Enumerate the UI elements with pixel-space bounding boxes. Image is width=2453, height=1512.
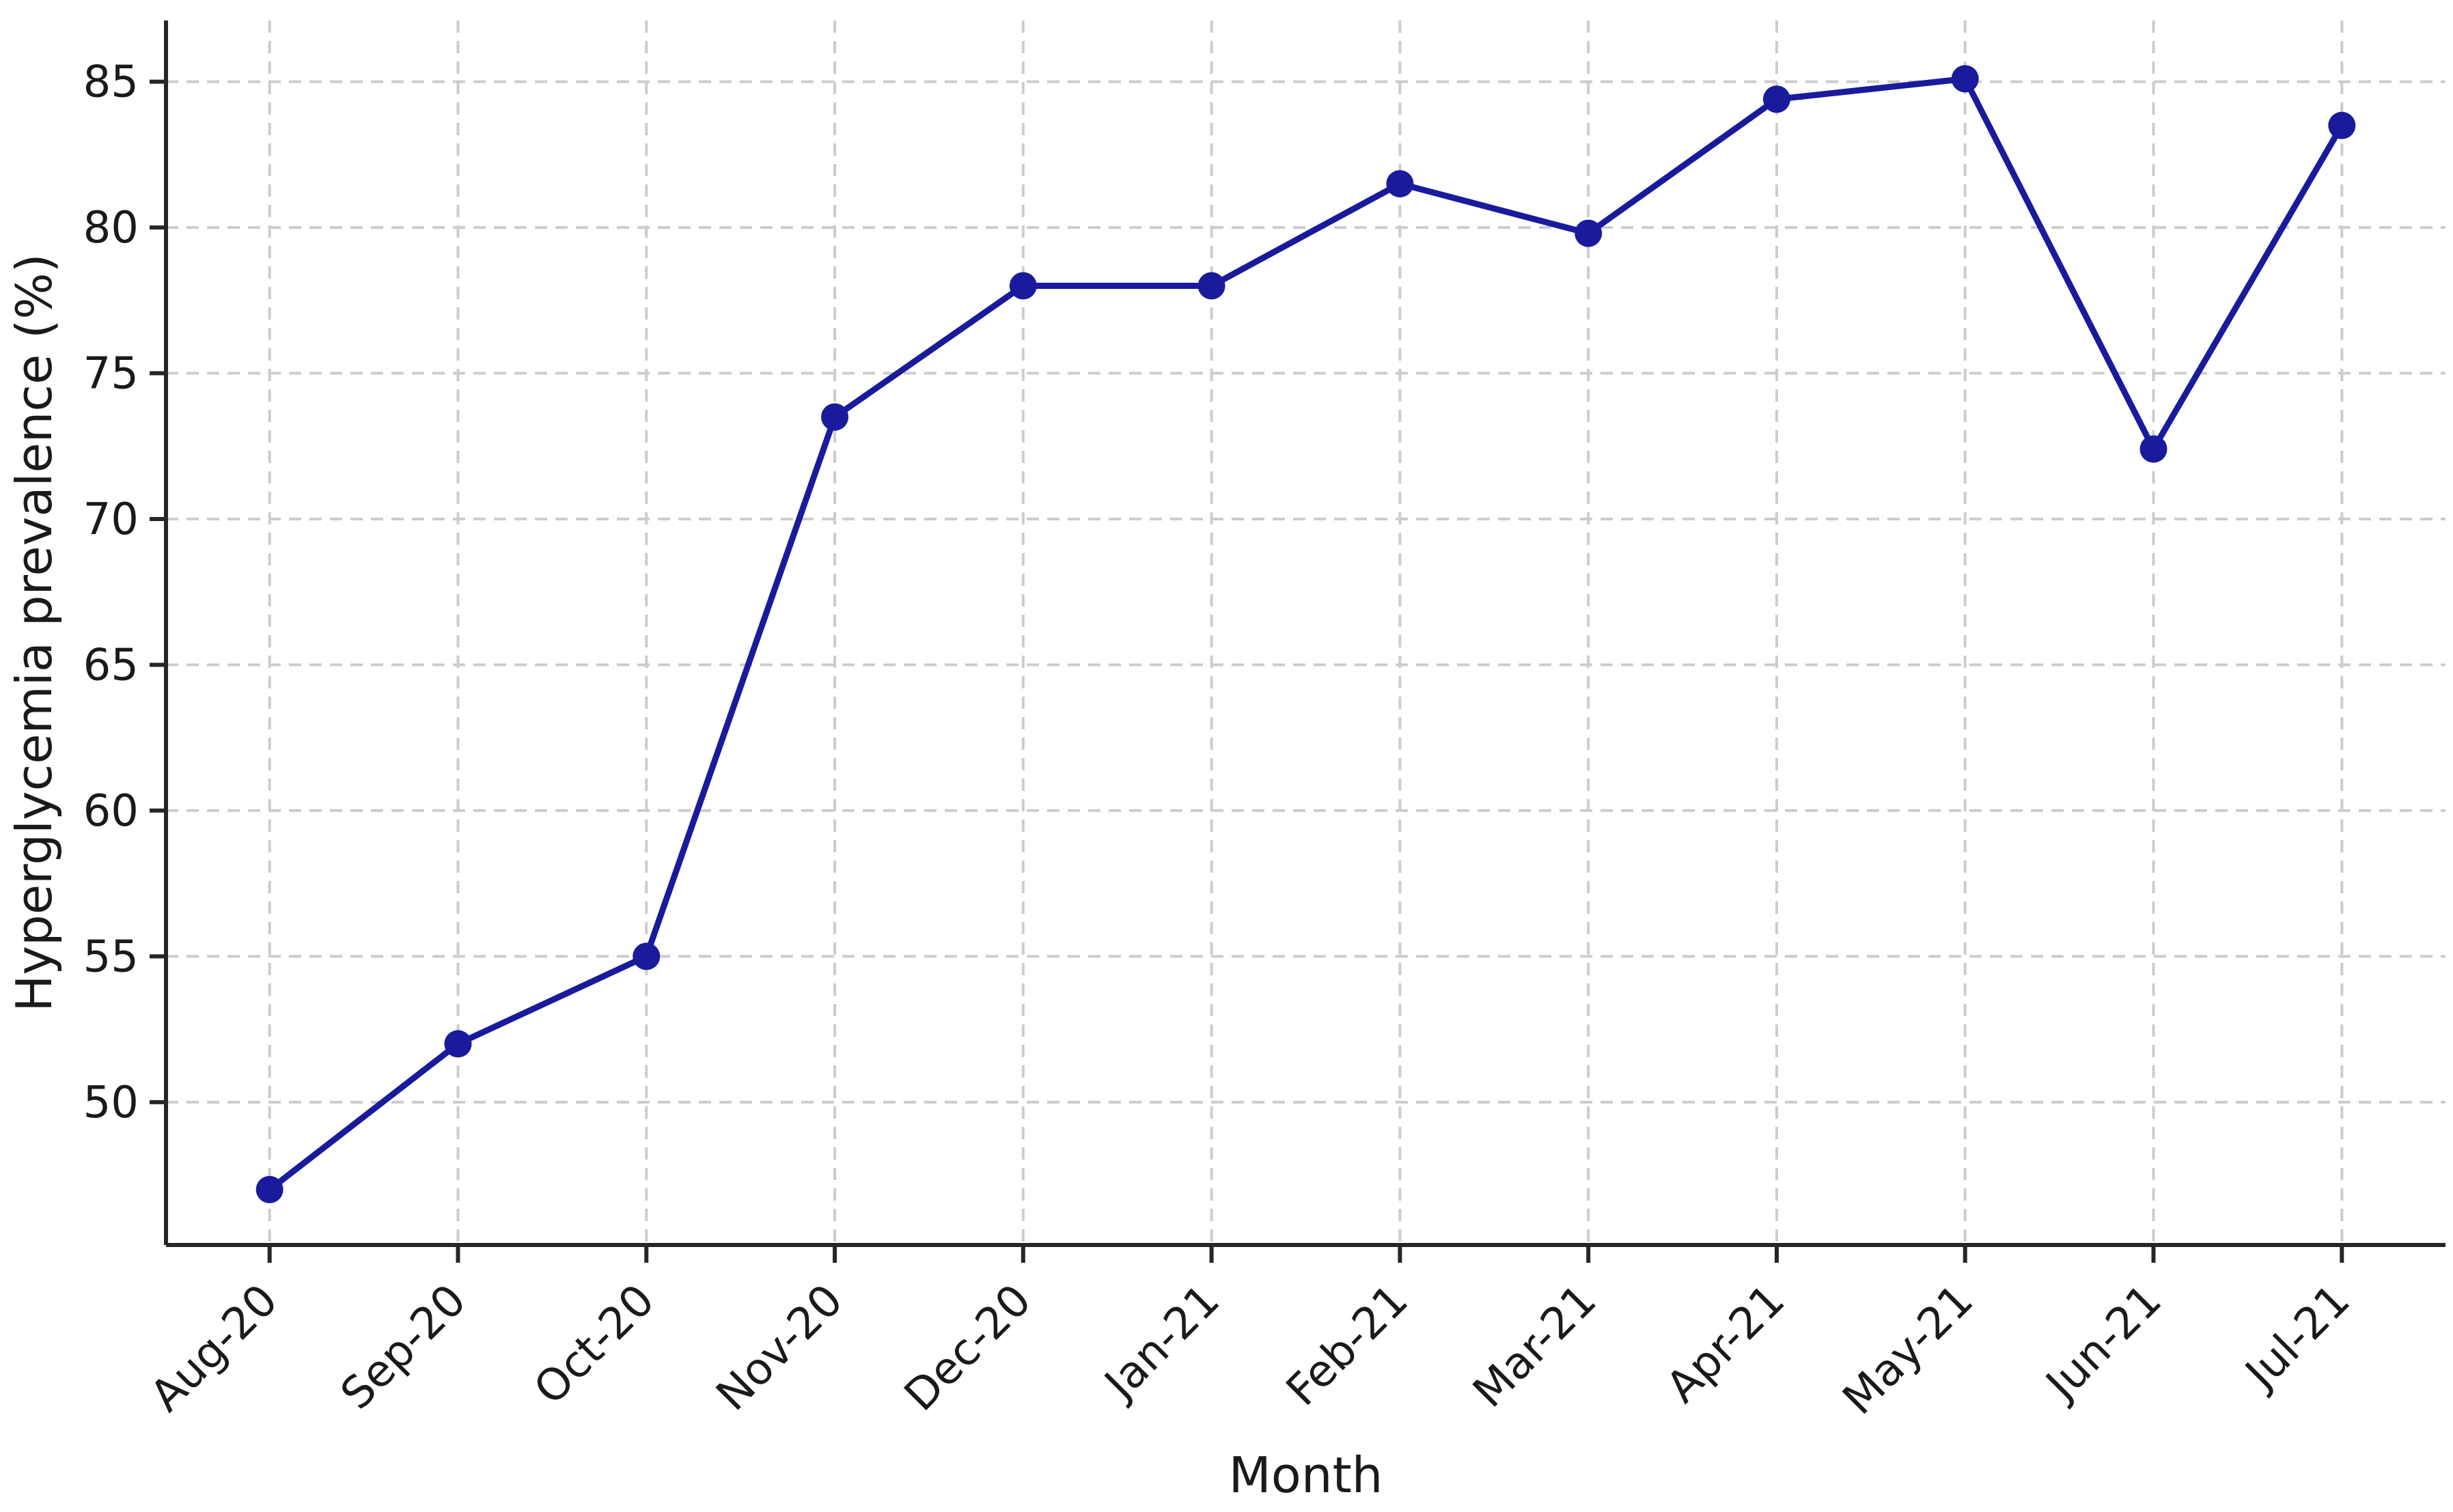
axes-spines [164, 20, 2445, 1247]
data-point [1197, 272, 1225, 300]
y-tick-label: 80 [83, 203, 139, 253]
x-tick-label: Sep-20 [331, 1275, 476, 1420]
data-point [1951, 65, 1979, 93]
x-tick-label: Mar-21 [1464, 1275, 1607, 1418]
data-point [2328, 111, 2356, 139]
tick-label-layer: 50 55 60 65 70 75 80 85 Aug-20 Sep-20 Oct-20 Nov-20… [83, 57, 2360, 1425]
x-tick-label: Nov-20 [707, 1275, 853, 1420]
x-tick-label: Aug-20 [141, 1275, 288, 1422]
data-point [255, 1175, 283, 1203]
data-point [1575, 219, 1603, 247]
data-point [444, 1030, 472, 1058]
y-tick-label: 55 [83, 932, 139, 982]
x-tick-label: May-21 [1833, 1275, 1983, 1425]
x-tick-label: Oct-20 [525, 1275, 664, 1414]
x-tick-label: Jul-21 [2234, 1275, 2360, 1401]
x-tick-label: Jun-21 [2035, 1275, 2172, 1412]
y-tick-label: 60 [83, 786, 139, 837]
x-axis-title: Month [1229, 1446, 1383, 1504]
tick-layer [150, 79, 2344, 1263]
data-point [821, 403, 849, 431]
y-tick-label: 65 [83, 640, 139, 690]
data-point [1762, 85, 1790, 113]
data-series-layer [255, 65, 2356, 1203]
y-tick-label: 75 [83, 349, 139, 400]
x-tick-label: Feb-21 [1277, 1275, 1417, 1416]
x-tick-label: Apr-21 [1657, 1275, 1795, 1413]
y-tick-label: 85 [83, 57, 139, 108]
y-tick-label: 50 [83, 1078, 139, 1128]
data-point [633, 942, 661, 970]
grid-layer [166, 20, 2445, 1245]
x-tick-label: Dec-20 [895, 1275, 1041, 1421]
data-point [2139, 435, 2167, 463]
y-tick-label: 70 [83, 494, 139, 545]
data-point [1009, 272, 1037, 300]
data-line [266, 75, 2345, 1193]
x-tick-label: Jan-21 [1094, 1275, 1230, 1411]
data-point [1386, 170, 1414, 198]
y-axis-title: Hyperglycemia prevalence (%) [5, 253, 63, 1011]
